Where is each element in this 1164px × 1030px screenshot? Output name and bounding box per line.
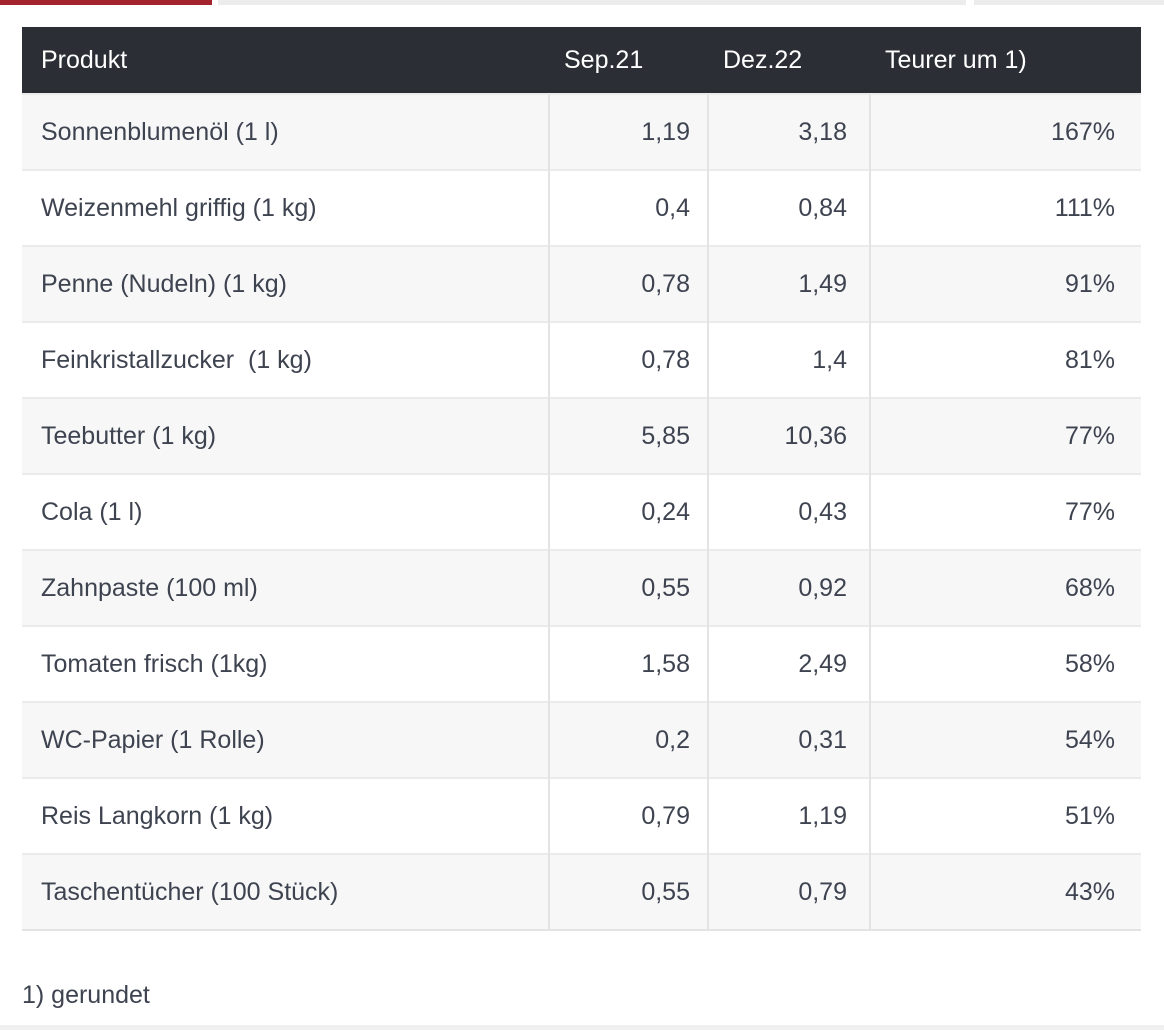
value-cell: 0,79	[548, 777, 708, 854]
product-cell: Sonnenblumenöl (1 l)	[22, 93, 549, 170]
value-cell: 0,31	[707, 701, 870, 778]
progress-bar-segment	[0, 0, 212, 5]
value-cell: 58%	[869, 625, 1141, 702]
value-cell: 0,78	[548, 321, 708, 398]
product-cell: Penne (Nudeln) (1 kg)	[22, 245, 549, 322]
value-cell: 0,55	[548, 549, 708, 626]
table-row: Feinkristallzucker (1 kg) 0,78 1,4 81%	[22, 321, 1141, 398]
value-cell: 0,43	[707, 473, 870, 550]
value-cell: 111%	[869, 169, 1141, 246]
value-cell: 0,84	[707, 169, 870, 246]
value-cell: 91%	[869, 245, 1141, 322]
product-cell: Reis Langkorn (1 kg)	[22, 777, 549, 854]
product-cell: Tomaten frisch (1kg)	[22, 625, 549, 702]
footnote: 1) gerundet	[22, 981, 150, 1009]
value-cell: 1,19	[707, 777, 870, 854]
value-cell: 77%	[869, 473, 1141, 550]
product-cell: Cola (1 l)	[22, 473, 549, 550]
header-sep21: Sep.21	[549, 27, 708, 94]
price-table-container: Produkt Sep.21 Dez.22 Teurer um 1) Sonne…	[22, 27, 1141, 931]
value-cell: 2,49	[707, 625, 870, 702]
header-teurer-um: Teurer um 1)	[870, 27, 1141, 94]
value-cell: 54%	[869, 701, 1141, 778]
table-row: Penne (Nudeln) (1 kg) 0,78 1,49 91%	[22, 245, 1141, 322]
value-cell: 77%	[869, 397, 1141, 474]
product-cell: Feinkristallzucker (1 kg)	[22, 321, 549, 398]
value-cell: 81%	[869, 321, 1141, 398]
value-cell: 0,2	[548, 701, 708, 778]
value-cell: 0,92	[707, 549, 870, 626]
header-row: Produkt Sep.21 Dez.22 Teurer um 1)	[22, 27, 1141, 94]
value-cell: 0,24	[548, 473, 708, 550]
value-cell: 5,85	[548, 397, 708, 474]
product-cell: WC-Papier (1 Rolle)	[22, 701, 549, 778]
header-dez22: Dez.22	[708, 27, 870, 94]
value-cell: 43%	[869, 853, 1141, 931]
value-cell: 10,36	[707, 397, 870, 474]
product-cell: Teebutter (1 kg)	[22, 397, 549, 474]
value-cell: 167%	[869, 93, 1141, 170]
product-cell: Taschentücher (100 Stück)	[22, 853, 549, 931]
product-cell: Weizenmehl griffig (1 kg)	[22, 169, 549, 246]
value-cell: 3,18	[707, 93, 870, 170]
top-strip-segment	[974, 0, 1164, 5]
header-produkt: Produkt	[22, 27, 549, 94]
value-cell: 1,49	[707, 245, 870, 322]
table-row: Teebutter (1 kg) 5,85 10,36 77%	[22, 397, 1141, 474]
product-cell: Zahnpaste (100 ml)	[22, 549, 549, 626]
top-strip	[0, 0, 1164, 6]
price-table: Produkt Sep.21 Dez.22 Teurer um 1) Sonne…	[22, 27, 1141, 931]
value-cell: 0,78	[548, 245, 708, 322]
table-header: Produkt Sep.21 Dez.22 Teurer um 1)	[22, 27, 1141, 94]
bottom-strip	[0, 1025, 1164, 1030]
table-row: Reis Langkorn (1 kg) 0,79 1,19 51%	[22, 777, 1141, 854]
table-row: Zahnpaste (100 ml) 0,55 0,92 68%	[22, 549, 1141, 626]
table-body: Sonnenblumenöl (1 l) 1,19 3,18 167% Weizenme…	[22, 93, 1141, 931]
top-strip-segment	[218, 0, 966, 5]
table-row: Tomaten frisch (1kg) 1,58 2,49 58%	[22, 625, 1141, 702]
value-cell: 0,4	[548, 169, 708, 246]
value-cell: 1,4	[707, 321, 870, 398]
value-cell: 1,58	[548, 625, 708, 702]
value-cell: 0,79	[707, 853, 870, 931]
value-cell: 51%	[869, 777, 1141, 854]
table-row: Taschentücher (100 Stück) 0,55 0,79 43%	[22, 853, 1141, 931]
table-row: Weizenmehl griffig (1 kg) 0,4 0,84 111%	[22, 169, 1141, 246]
table-row: Cola (1 l) 0,24 0,43 77%	[22, 473, 1141, 550]
value-cell: 68%	[869, 549, 1141, 626]
table-row: WC-Papier (1 Rolle) 0,2 0,31 54%	[22, 701, 1141, 778]
value-cell: 1,19	[548, 93, 708, 170]
value-cell: 0,55	[548, 853, 708, 931]
table-row: Sonnenblumenöl (1 l) 1,19 3,18 167%	[22, 93, 1141, 170]
